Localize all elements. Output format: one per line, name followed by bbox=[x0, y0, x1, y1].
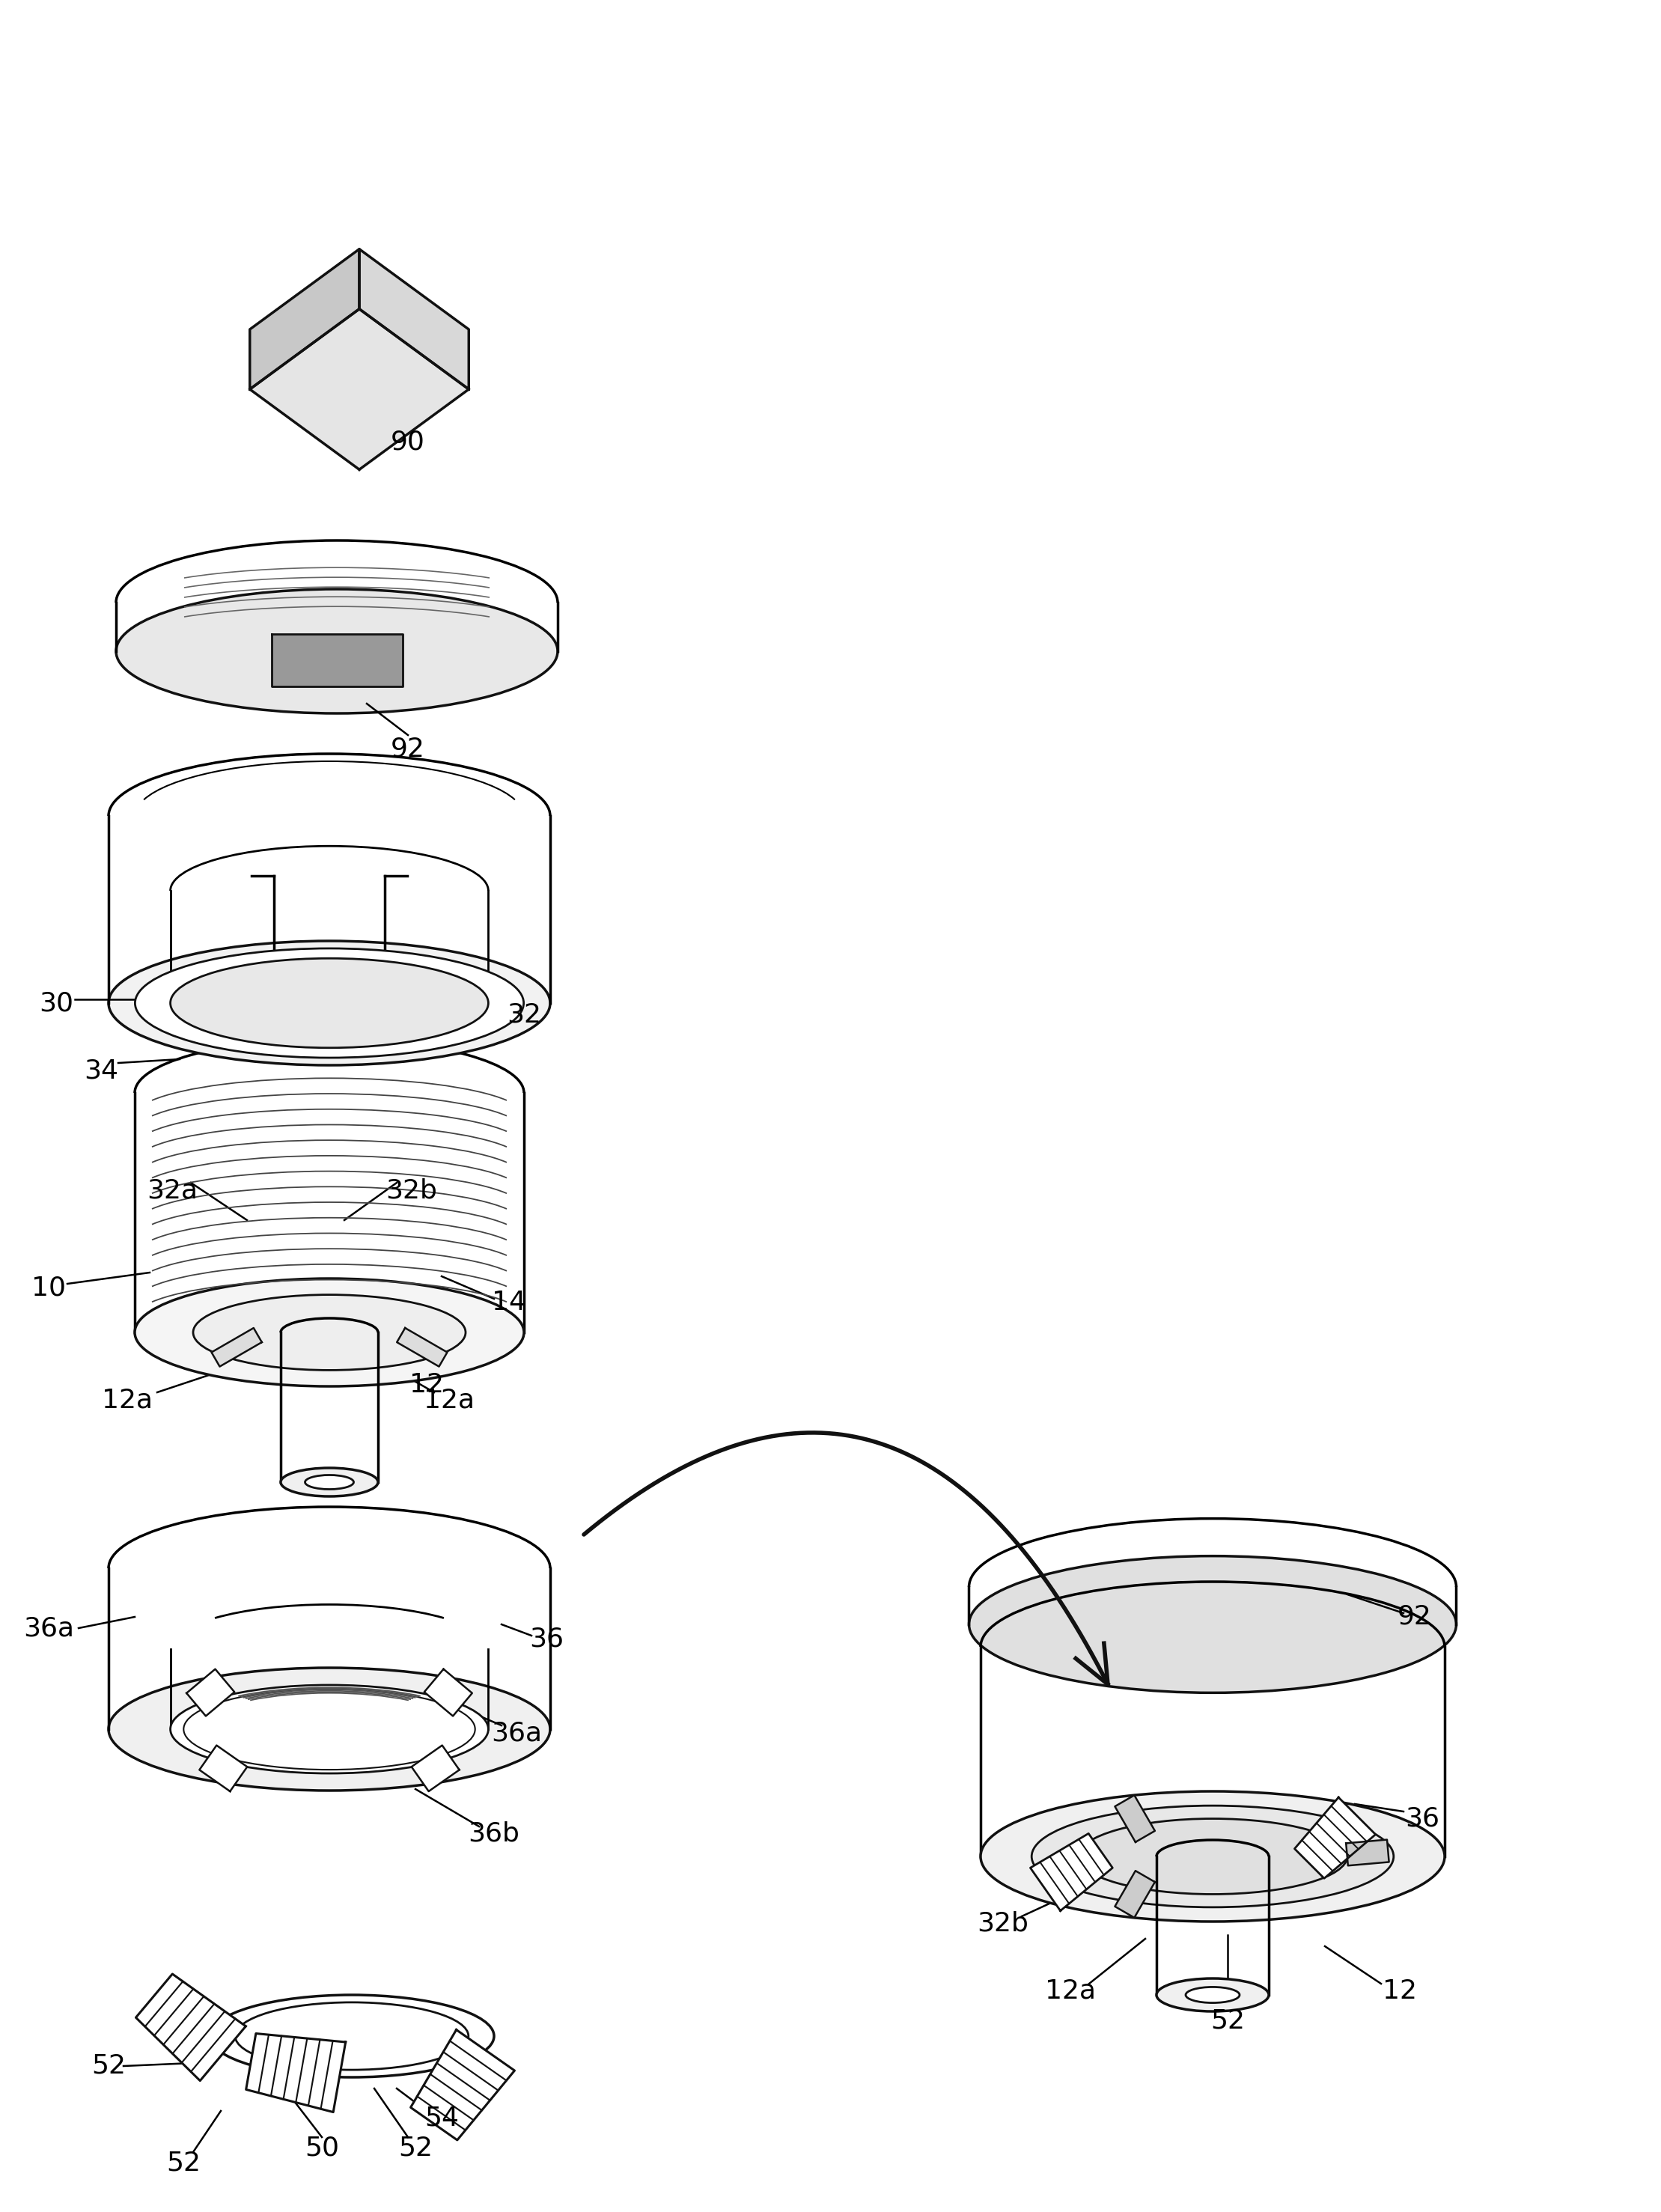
Text: 50: 50 bbox=[304, 2135, 339, 2161]
Text: 10: 10 bbox=[32, 1274, 66, 1301]
Ellipse shape bbox=[1078, 1818, 1347, 1893]
Ellipse shape bbox=[1031, 1805, 1394, 1907]
Ellipse shape bbox=[135, 1279, 523, 1387]
Text: 90: 90 bbox=[390, 429, 425, 453]
Text: 32b: 32b bbox=[977, 1911, 1028, 1936]
Polygon shape bbox=[424, 1670, 472, 1717]
Text: 30: 30 bbox=[38, 991, 73, 1015]
Polygon shape bbox=[211, 1327, 262, 1367]
Ellipse shape bbox=[193, 1294, 465, 1369]
Text: 52: 52 bbox=[166, 2150, 201, 2177]
Ellipse shape bbox=[980, 1792, 1445, 1922]
Ellipse shape bbox=[306, 1475, 354, 1489]
Text: 32a: 32a bbox=[146, 1177, 198, 1203]
Text: 52: 52 bbox=[1211, 2008, 1244, 2033]
Polygon shape bbox=[1030, 1834, 1113, 1911]
Text: 92: 92 bbox=[390, 737, 425, 761]
Text: 36a: 36a bbox=[492, 1721, 541, 1745]
Ellipse shape bbox=[1186, 1986, 1239, 2002]
Polygon shape bbox=[249, 310, 468, 469]
Text: 36a: 36a bbox=[23, 1615, 75, 1641]
Ellipse shape bbox=[1156, 1978, 1269, 2011]
Ellipse shape bbox=[108, 1668, 550, 1790]
Polygon shape bbox=[412, 1745, 460, 1792]
Polygon shape bbox=[271, 635, 402, 686]
Ellipse shape bbox=[209, 1995, 493, 2077]
Polygon shape bbox=[199, 1745, 247, 1792]
Polygon shape bbox=[359, 250, 468, 389]
Polygon shape bbox=[136, 1973, 246, 2081]
Polygon shape bbox=[1115, 1796, 1154, 1843]
Ellipse shape bbox=[184, 1688, 475, 1770]
Ellipse shape bbox=[171, 1686, 488, 1774]
Polygon shape bbox=[186, 1670, 234, 1717]
Polygon shape bbox=[1294, 1798, 1375, 1878]
Text: 36: 36 bbox=[530, 1626, 563, 1652]
Polygon shape bbox=[397, 1327, 447, 1367]
Ellipse shape bbox=[968, 1555, 1457, 1692]
Text: 12: 12 bbox=[1382, 1978, 1417, 2004]
Text: 52: 52 bbox=[91, 2053, 126, 2079]
Ellipse shape bbox=[108, 940, 550, 1066]
Text: 92: 92 bbox=[1397, 1604, 1432, 1630]
Polygon shape bbox=[410, 2031, 515, 2139]
Text: 36: 36 bbox=[1405, 1807, 1440, 1832]
Text: 12a: 12a bbox=[424, 1387, 475, 1413]
Text: 12: 12 bbox=[410, 1371, 443, 1398]
Text: 36b: 36b bbox=[468, 1820, 520, 1847]
Polygon shape bbox=[1115, 1871, 1154, 1918]
Text: 52: 52 bbox=[399, 2135, 432, 2161]
Ellipse shape bbox=[281, 1469, 379, 1495]
Text: 32: 32 bbox=[507, 1002, 541, 1026]
Ellipse shape bbox=[171, 958, 488, 1048]
Text: 12a: 12a bbox=[1045, 1978, 1096, 2004]
Polygon shape bbox=[249, 250, 359, 389]
Text: 14: 14 bbox=[492, 1290, 527, 1316]
Text: 34: 34 bbox=[83, 1057, 118, 1084]
Polygon shape bbox=[246, 2033, 345, 2112]
Polygon shape bbox=[1345, 1840, 1389, 1865]
Text: 54: 54 bbox=[425, 2106, 458, 2130]
Ellipse shape bbox=[236, 2002, 468, 2070]
Text: 32b: 32b bbox=[385, 1177, 437, 1203]
Text: 12a: 12a bbox=[101, 1387, 153, 1413]
Ellipse shape bbox=[135, 949, 523, 1057]
Ellipse shape bbox=[116, 588, 558, 714]
